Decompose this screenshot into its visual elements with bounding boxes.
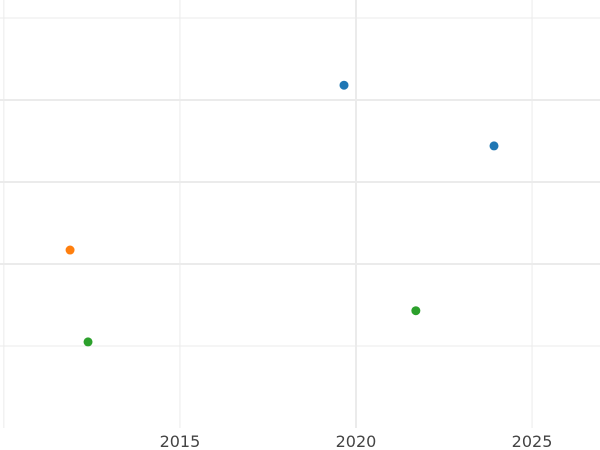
- grid: [0, 0, 600, 428]
- x-tick-label: 2015: [160, 432, 201, 450]
- data-points: [65, 80, 499, 347]
- data-point: [65, 245, 75, 255]
- data-point: [489, 141, 499, 151]
- x-axis-ticks: 2015 2020 2025: [160, 432, 553, 450]
- data-point: [339, 80, 349, 90]
- data-point: [83, 337, 93, 347]
- data-point: [411, 306, 421, 316]
- x-tick-label: 2025: [512, 432, 553, 450]
- x-tick-label: 2020: [336, 432, 377, 450]
